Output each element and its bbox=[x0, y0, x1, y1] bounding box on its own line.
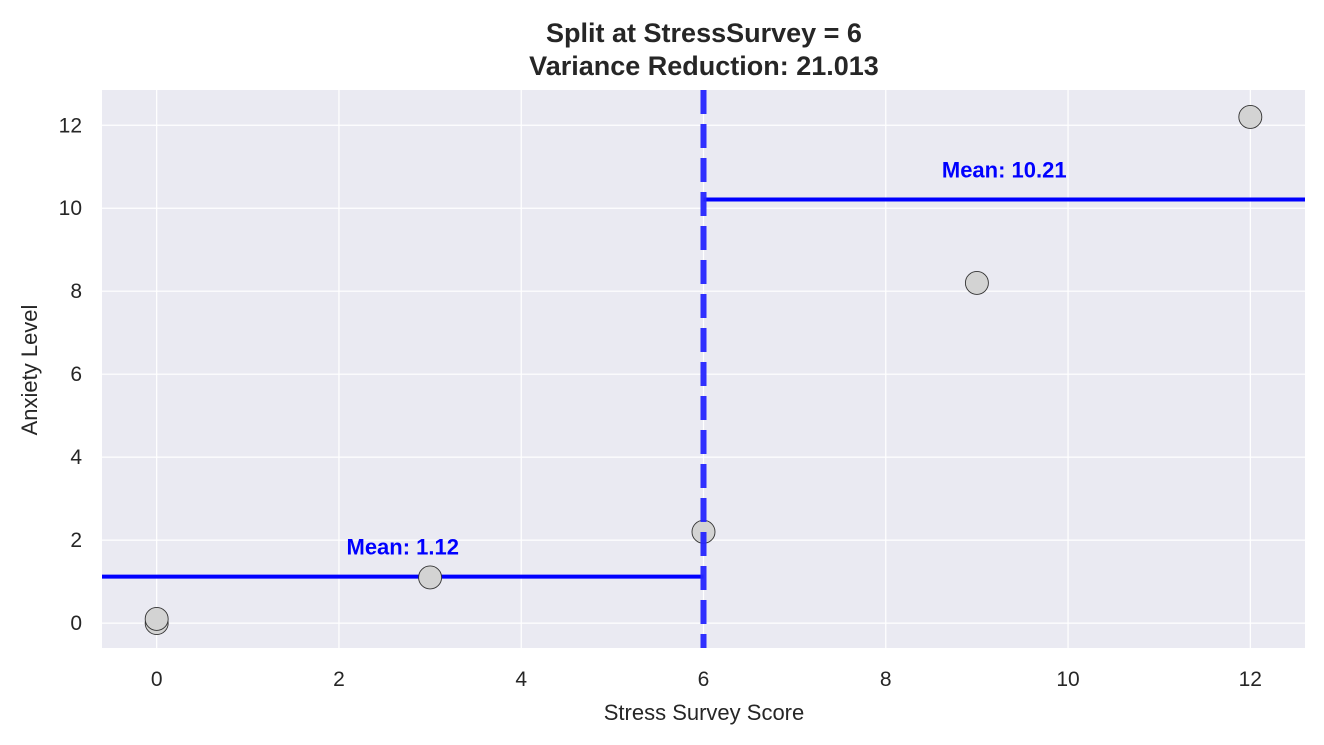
x-tick-label: 8 bbox=[880, 668, 892, 691]
data-point bbox=[1238, 105, 1263, 129]
data-point bbox=[144, 607, 169, 631]
data-point bbox=[964, 270, 989, 295]
x-tick-label: 0 bbox=[151, 668, 163, 691]
mean-label: Mean: 1.12 bbox=[347, 535, 460, 560]
y-axis-label: Anxiety Level bbox=[17, 305, 42, 436]
mean-lines bbox=[102, 197, 1305, 579]
y-tick-labels: 0 2 4 6 8 10 12 bbox=[59, 114, 83, 635]
y-tick-label: 4 bbox=[70, 446, 82, 469]
x-tick-label: 4 bbox=[515, 668, 527, 691]
x-tick-label: 12 bbox=[1239, 668, 1262, 691]
y-tick-label: 6 bbox=[70, 363, 82, 386]
mean-labels: Mean: 1.12 Mean: 10.21 bbox=[347, 158, 1067, 560]
y-tick-label: 8 bbox=[70, 280, 82, 303]
y-tick-label: 2 bbox=[70, 529, 82, 552]
mean-label: Mean: 10.21 bbox=[942, 158, 1067, 183]
x-tick-label: 6 bbox=[698, 668, 710, 691]
chart-subtitle: Variance Reduction: 21.013 bbox=[529, 51, 879, 81]
x-tick-label: 10 bbox=[1056, 668, 1079, 691]
data-point bbox=[418, 565, 443, 590]
x-tick-labels: 0 2 4 6 8 10 12 bbox=[151, 668, 1262, 691]
y-tick-label: 10 bbox=[59, 197, 82, 220]
x-axis-label: Stress Survey Score bbox=[604, 700, 805, 725]
x-tick-label: 2 bbox=[333, 668, 345, 691]
y-tick-label: 12 bbox=[59, 114, 82, 137]
chart-title: Split at StressSurvey = 6 bbox=[546, 18, 862, 48]
y-tick-label: 0 bbox=[70, 612, 82, 635]
data-points bbox=[144, 105, 1263, 636]
